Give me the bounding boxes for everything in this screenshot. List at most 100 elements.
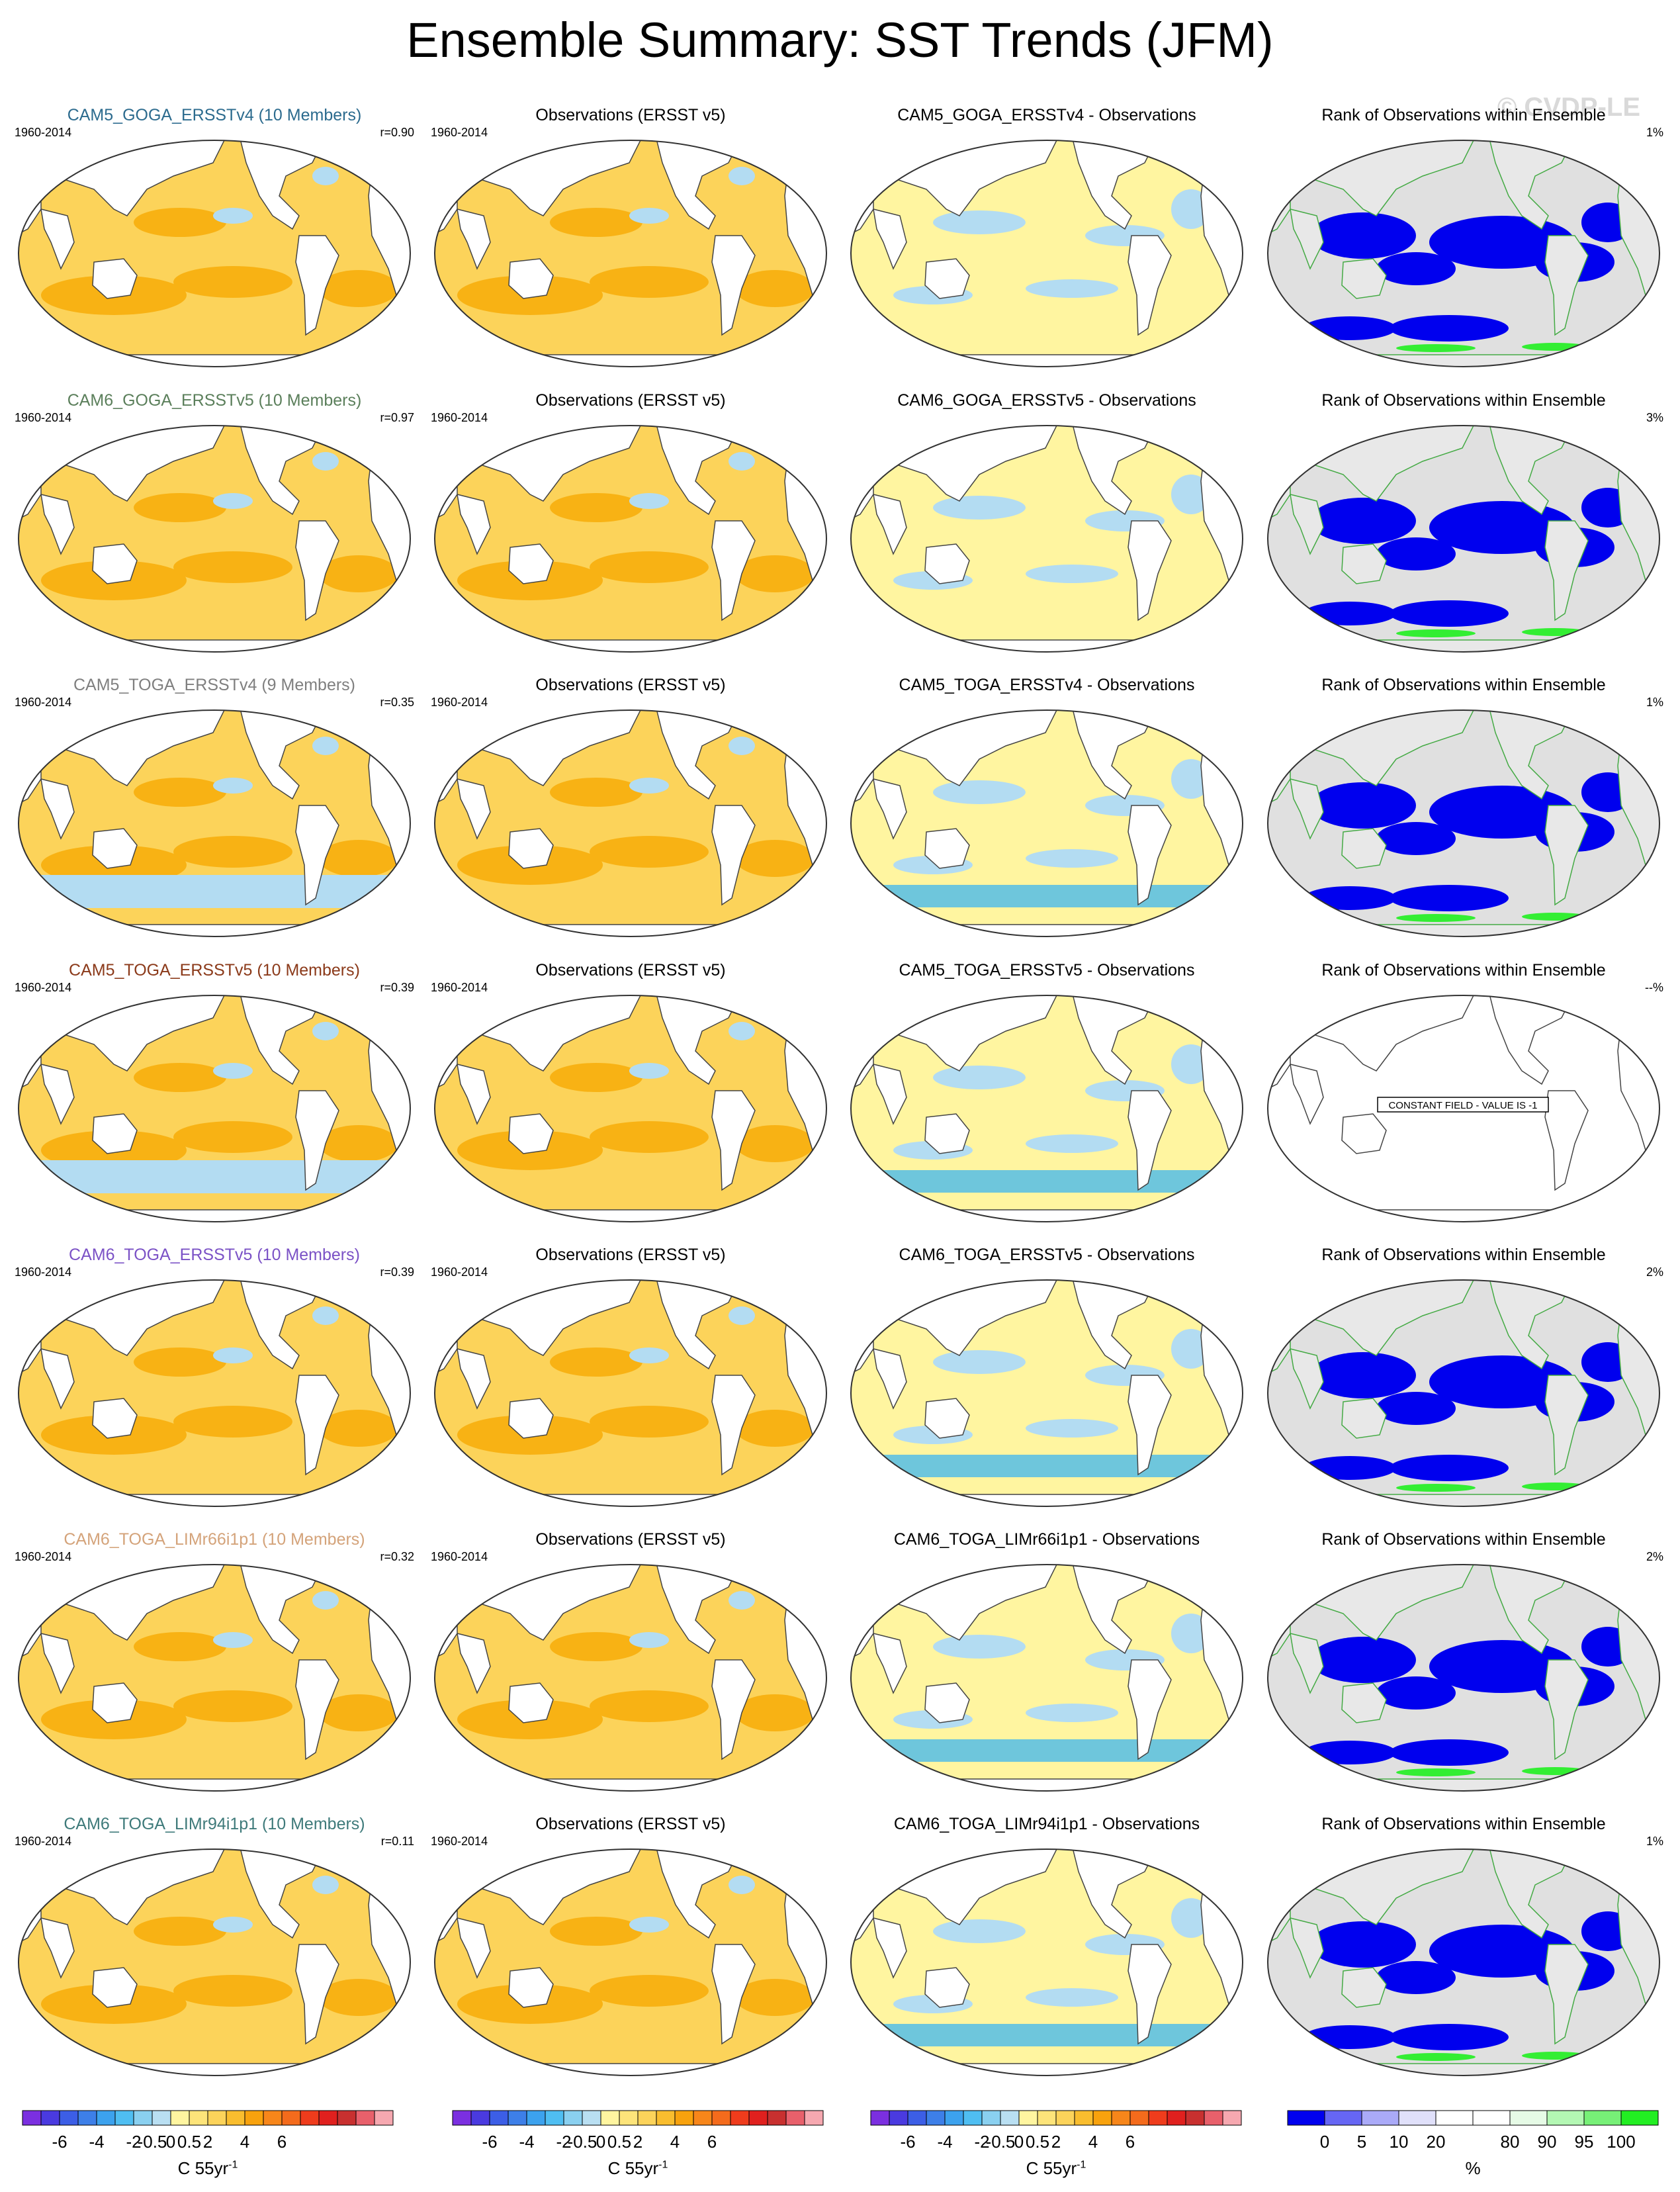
colorbar-tick-label: 10 (1390, 2132, 1409, 2152)
panel-years: 1960-2014 (15, 696, 72, 709)
colorbar-swatch (244, 2110, 264, 2126)
colorbar-swatch (263, 2110, 283, 2126)
map-panel-rank: Rank of Observations within Ensemble 1% (1264, 1815, 1663, 2079)
world-map (18, 425, 411, 653)
colorbar-swatch (281, 2110, 301, 2126)
panel-correlation: r=0.11 (380, 1835, 414, 1848)
map-panel-diff: CAM6_TOGA_LIMr66i1p1 - Observations (847, 1530, 1247, 1795)
colorbar-swatch (963, 2110, 983, 2126)
map-panel-rank: Rank of Observations within Ensemble 1% (1264, 676, 1663, 940)
map-panel-obs: Observations (ERSST v5) 1960-2014 (431, 676, 830, 940)
colorbar-label: C 55yr-1 (1026, 2158, 1086, 2178)
panel-years: 1960-2014 (15, 981, 72, 994)
map-panel-obs: Observations (ERSST v5) 1960-2014 (431, 1815, 830, 2079)
panel-title: Rank of Observations within Ensemble (1321, 961, 1606, 980)
panel-rank-percent: 3% (1646, 411, 1663, 424)
colorbar-swatch (508, 2110, 527, 2126)
map-panel-rank: Rank of Observations within Ensemble 2% (1264, 1246, 1663, 1510)
colorbar-swatch (1148, 2110, 1168, 2126)
colorbar-swatch (1055, 2110, 1075, 2126)
colorbar-swatch (22, 2110, 42, 2126)
map-panel-model: CAM5_TOGA_ERSSTv5 (10 Members) 1960-2014 r… (15, 961, 414, 1226)
map-panel-obs: Observations (ERSST v5) 1960-2014 (431, 961, 830, 1226)
colorbar-swatch (1472, 2110, 1511, 2126)
colorbar-swatch (748, 2110, 768, 2126)
map-panel-model: CAM6_GOGA_ERSSTv5 (10 Members) 1960-2014 r… (15, 391, 414, 656)
colorbar-swatch (152, 2110, 171, 2126)
map-panel-model: CAM5_GOGA_ERSSTv4 (10 Members) 1960-2014 r… (15, 106, 414, 371)
panel-correlation: r=0.39 (380, 1265, 414, 1279)
panel-title: Observations (ERSST v5) (535, 1815, 726, 1833)
colorbar-swatch (1361, 2110, 1399, 2126)
colorbar-swatch (711, 2110, 731, 2126)
colorbar-swatch (600, 2110, 620, 2126)
colorbar-swatch (870, 2110, 890, 2126)
panel-title: Rank of Observations within Ensemble (1321, 1246, 1606, 1264)
world-map (850, 425, 1243, 653)
colorbar-swatch (926, 2110, 946, 2126)
colorbar-swatch (1111, 2110, 1131, 2126)
colorbar-swatch (1222, 2110, 1242, 2126)
panel-years: 1960-2014 (431, 1550, 488, 1563)
panel-years: 1960-2014 (15, 1550, 72, 1563)
panel-title: Rank of Observations within Ensemble (1321, 106, 1606, 124)
colorbar-swatch (582, 2110, 601, 2126)
map-panel-model: CAM6_TOGA_LIMr66i1p1 (10 Members) 1960-20… (15, 1530, 414, 1795)
colorbar-tick-label: 90 (1538, 2132, 1557, 2152)
map-panel-obs: Observations (ERSST v5) 1960-2014 (431, 391, 830, 656)
world-map (1267, 1279, 1660, 1507)
colorbar-swatch (318, 2110, 338, 2126)
panel-title: CAM5_TOGA_ERSSTv5 - Observations (899, 961, 1195, 980)
map-panel-rank: Rank of Observations within Ensemble --% C… (1264, 961, 1663, 1226)
colorbar-swatch (1167, 2110, 1186, 2126)
panel-title: CAM6_TOGA_LIMr94i1p1 - Observations (893, 1815, 1200, 1833)
colorbar-tick-label: -2 (126, 2132, 141, 2152)
world-map (18, 709, 411, 937)
colorbar-svg: 0 5 10 20 80 90 95 100 (1287, 2110, 1659, 2152)
colorbar-tick-label: 0.5 (177, 2132, 201, 2152)
colorbar-swatch (563, 2110, 583, 2126)
panel-title: CAM6_TOGA_LIMr94i1p1 (10 Members) (64, 1815, 365, 1833)
map-panel-rank: Rank of Observations within Ensemble 3% (1264, 391, 1663, 656)
colorbar-tick-label: -0.5 (568, 2132, 597, 2152)
colorbar-swatch (489, 2110, 509, 2126)
colorbar-tick-label: 0 (166, 2132, 175, 2152)
colorbar-tick-label: 0.5 (1026, 2132, 1049, 2152)
map-panel-diff: CAM6_GOGA_ERSSTv5 - Observations (847, 391, 1247, 656)
colorbar-swatch (1435, 2110, 1474, 2126)
map-panel-diff: CAM5_GOGA_ERSSTv4 - Observations (847, 106, 1247, 371)
panel-years: 1960-2014 (431, 411, 488, 424)
panel-title: Observations (ERSST v5) (535, 1246, 726, 1264)
world-map (850, 1279, 1243, 1507)
sst-colorbar-obs: -6 -4 -2 -0.5 0 0.5 2 4 6 C 55yr-1 (445, 2108, 831, 2187)
colorbar-swatch (355, 2110, 375, 2126)
world-map (1267, 1849, 1660, 2076)
panel-rank-percent: 1% (1646, 126, 1663, 139)
colorbar-tick-label: 80 (1501, 2132, 1520, 2152)
colorbar-tick-label: 6 (277, 2132, 287, 2152)
colorbar-tick-label: 0.5 (607, 2132, 631, 2152)
colorbar-swatch (1204, 2110, 1223, 2126)
panel-title: CAM5_TOGA_ERSSTv5 (10 Members) (69, 961, 360, 980)
world-map (434, 1564, 827, 1792)
colorbar-tick-label: -2 (556, 2132, 571, 2152)
map-panel-obs: Observations (ERSST v5) 1960-2014 (431, 1530, 830, 1795)
colorbar-swatch (1324, 2110, 1362, 2126)
colorbar-tick-label: 2 (1051, 2132, 1061, 2152)
colorbar-tick-label: 5 (1357, 2132, 1366, 2152)
colorbar-swatch (40, 2110, 60, 2126)
colorbar-tick-label: 6 (1126, 2132, 1135, 2152)
colorbar-tick-label: 4 (670, 2132, 680, 2152)
panel-title: Rank of Observations within Ensemble (1321, 676, 1606, 694)
colorbar-swatch (1000, 2110, 1020, 2126)
colorbar-swatch (526, 2110, 546, 2126)
colorbar-swatch (1509, 2110, 1548, 2126)
colorbar-swatch (1037, 2110, 1057, 2126)
panel-correlation: r=0.39 (380, 981, 414, 994)
world-map (18, 140, 411, 367)
panel-correlation: r=0.35 (380, 696, 414, 709)
colorbar-swatch (1074, 2110, 1094, 2126)
panel-title: Observations (ERSST v5) (535, 676, 726, 694)
panel-correlation: r=0.90 (380, 126, 414, 139)
world-map (850, 995, 1243, 1222)
